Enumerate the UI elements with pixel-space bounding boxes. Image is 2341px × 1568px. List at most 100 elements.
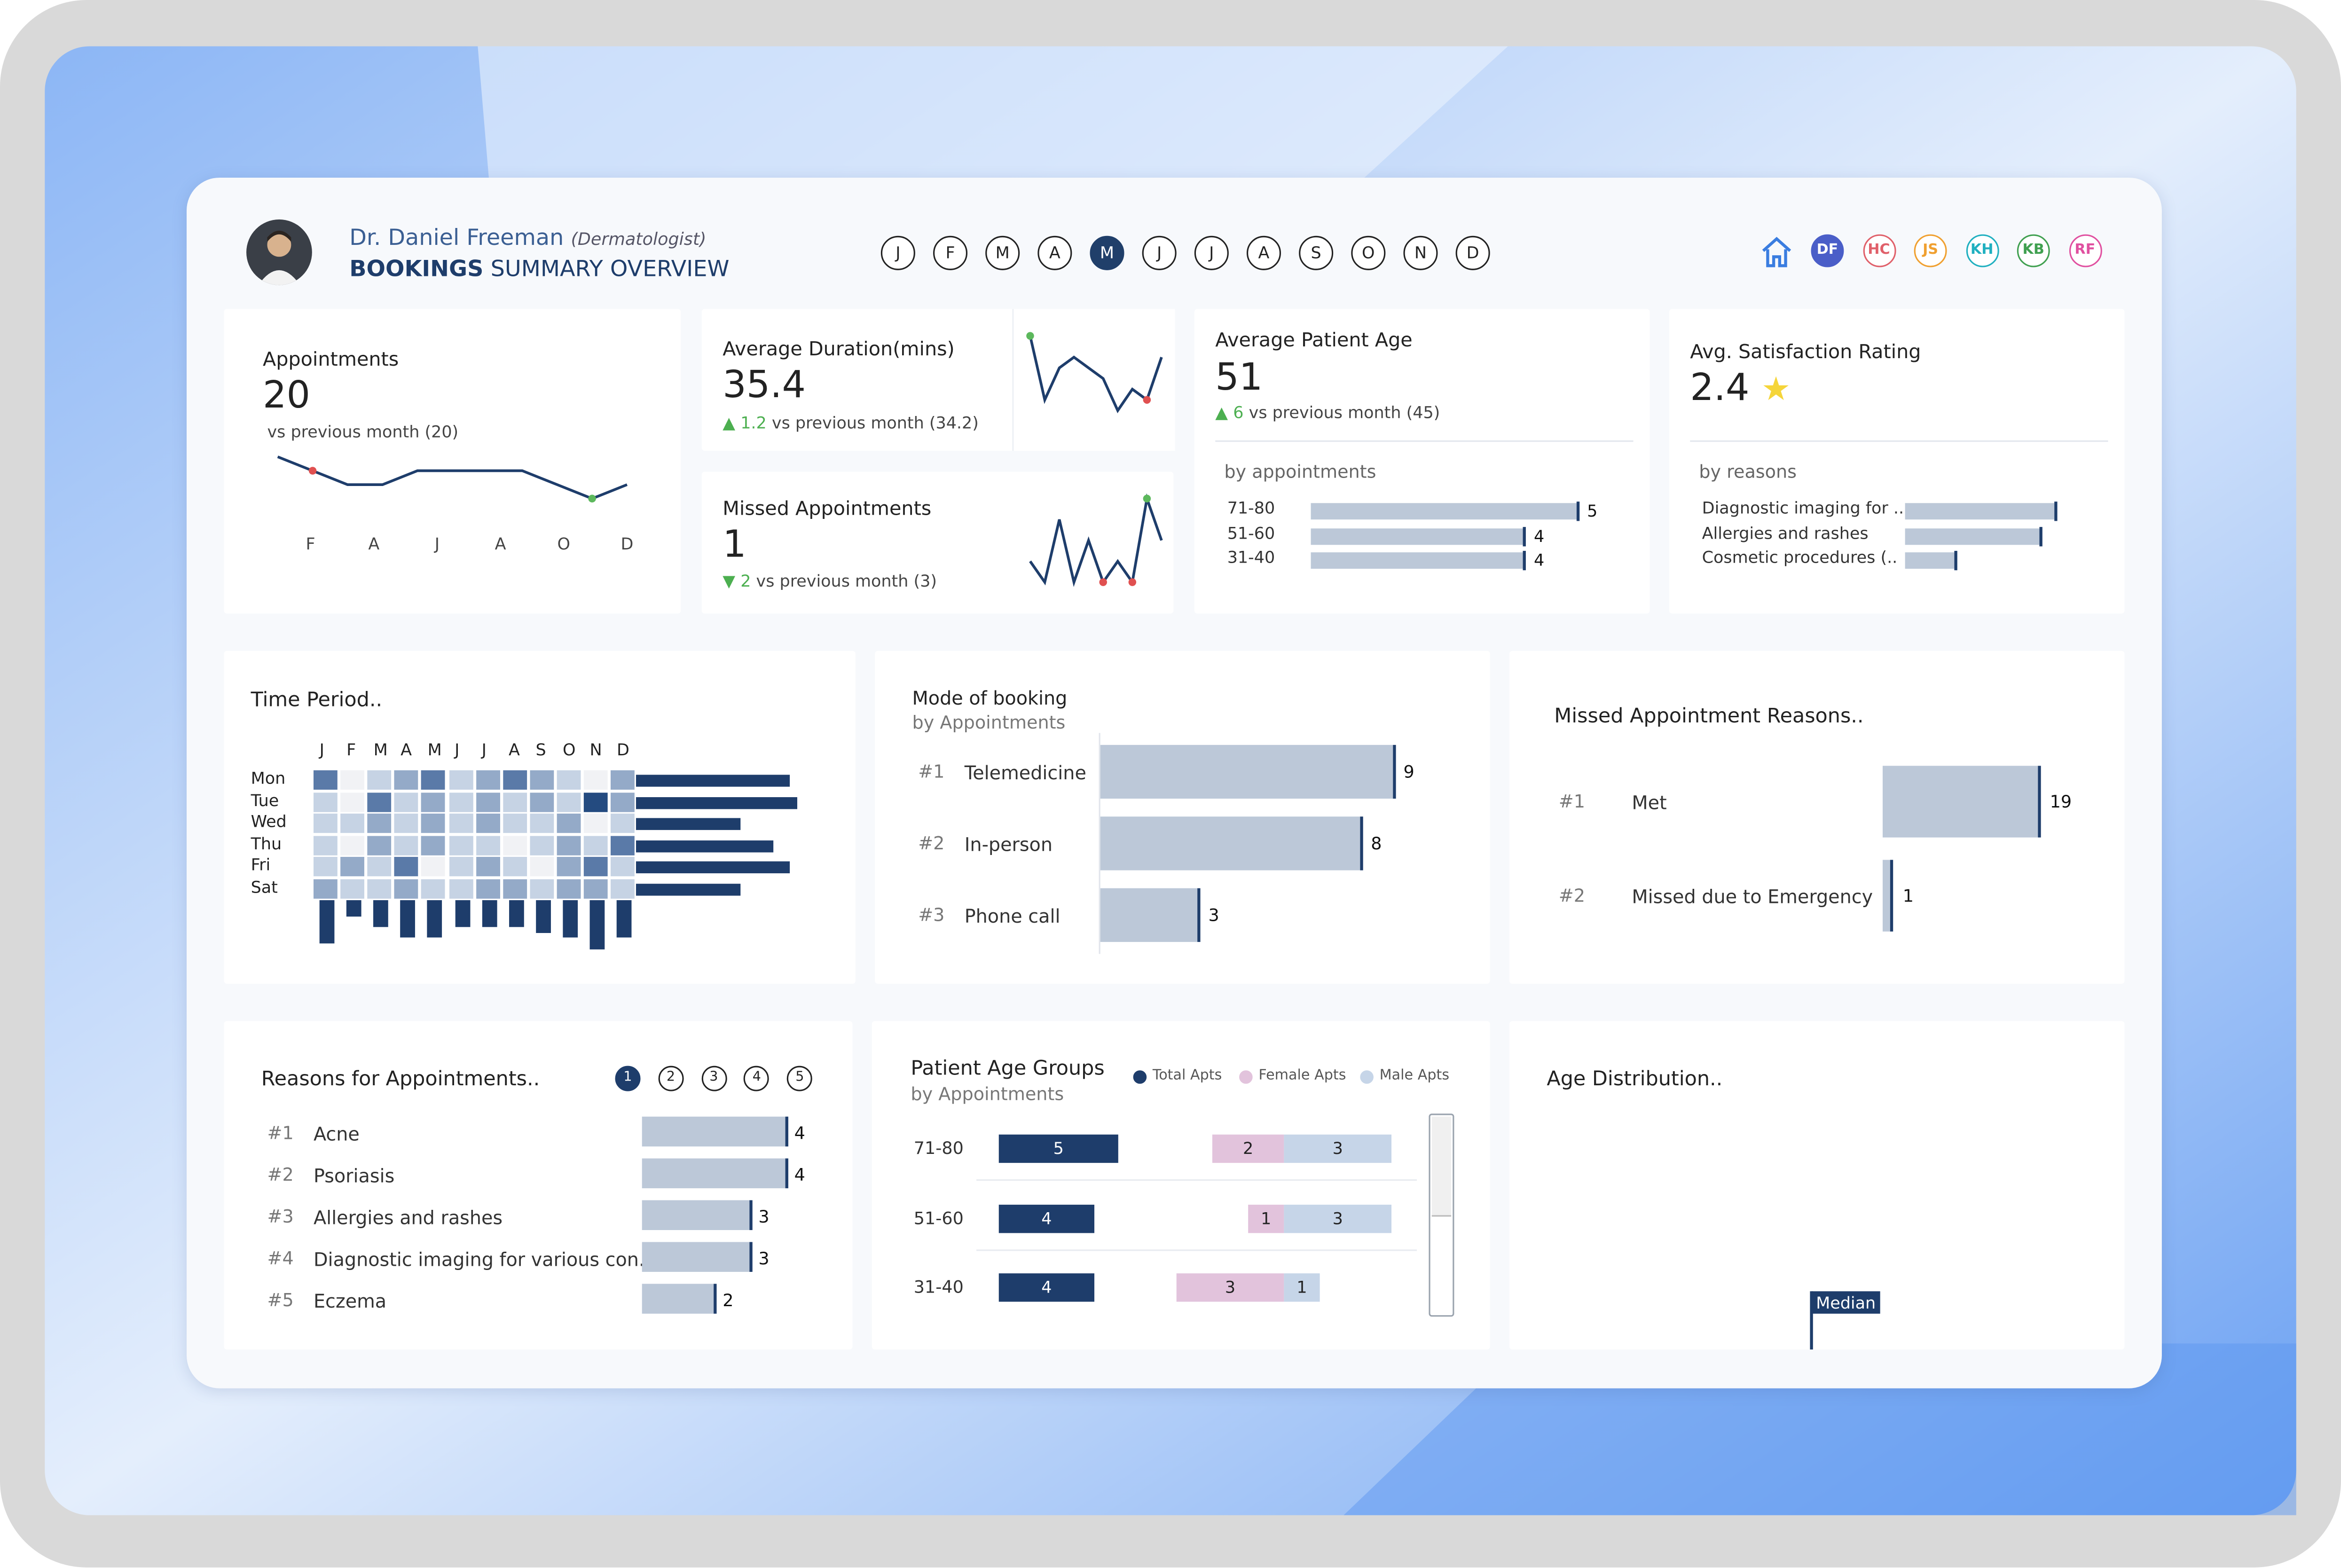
heatmap-cell xyxy=(448,857,473,877)
reasons-page-2[interactable]: 2 xyxy=(658,1066,683,1091)
month-button-7[interactable]: J xyxy=(1194,235,1229,270)
heatmap-cell xyxy=(583,770,608,790)
kpi-duration-label: Average Duration(mins) xyxy=(723,338,955,361)
heatmap-cell xyxy=(475,879,500,899)
reason-bar xyxy=(642,1200,750,1231)
trend-point xyxy=(1143,494,1151,503)
reasons-page-3[interactable]: 3 xyxy=(701,1066,727,1091)
heatmap-cell xyxy=(557,835,581,855)
reason-label: Diagnostic imaging for various con.. xyxy=(313,1248,651,1270)
scrollbar[interactable] xyxy=(1429,1113,1454,1317)
age-group-label: 31-40 xyxy=(1227,548,1275,567)
month-button-6[interactable]: J xyxy=(1142,235,1177,270)
reason-rank: #3 xyxy=(267,1206,294,1227)
heatmap-day-label: Tue xyxy=(251,791,279,810)
heatmap-cell xyxy=(394,835,419,855)
reason-bar xyxy=(642,1116,786,1147)
heatmap-cell xyxy=(340,857,365,877)
reason-bar-cap xyxy=(749,1200,753,1231)
month-button-12[interactable]: D xyxy=(1455,235,1490,270)
month-button-1[interactable]: J xyxy=(880,235,915,270)
mode-value: 3 xyxy=(1208,904,1219,926)
user-filter-hc[interactable]: HC xyxy=(1862,234,1895,267)
reason-rank: #4 xyxy=(267,1248,294,1269)
kpi-age-comparison: ▲ 6 vs previous month (45) xyxy=(1215,403,1440,423)
heatmap-day-label: Thu xyxy=(251,834,282,854)
month-button-3[interactable]: M xyxy=(985,235,1020,270)
heatmap-cell xyxy=(529,814,554,833)
month-button-11[interactable]: N xyxy=(1403,235,1438,270)
trend-axis-label: J xyxy=(434,535,440,554)
reasons-page-4[interactable]: 4 xyxy=(744,1066,770,1091)
user-filter-df[interactable]: DF xyxy=(1811,234,1844,267)
age-male-bar: 3 xyxy=(1284,1204,1392,1232)
month-button-2[interactable]: F xyxy=(933,235,968,270)
age-group-label: 51-60 xyxy=(913,1207,964,1228)
heatmap-cell xyxy=(313,857,338,877)
legend-dot xyxy=(1360,1070,1374,1084)
heatmap-cell xyxy=(475,857,500,877)
heatmap-cell xyxy=(394,770,419,790)
user-filter-rf[interactable]: RF xyxy=(2068,234,2102,267)
trend-point xyxy=(1099,578,1107,586)
missed-rank: #1 xyxy=(1558,791,1585,812)
kpi-missed-comparison: ▼ 2 vs previous month (3) xyxy=(723,572,937,591)
heatmap-cell xyxy=(529,857,554,877)
trend-axis-label: O xyxy=(558,535,571,554)
heatmap-cell xyxy=(503,835,527,855)
home-icon[interactable] xyxy=(1759,235,1794,270)
mode-title: Mode of booking xyxy=(912,686,1068,709)
heatmap-cell xyxy=(557,857,581,877)
age-total-bar: 5 xyxy=(998,1134,1118,1163)
scrollbar-thumb[interactable] xyxy=(1431,1116,1452,1217)
heatmap-cell xyxy=(340,814,365,833)
month-button-8[interactable]: A xyxy=(1246,235,1281,270)
specialty: (Dermatologist) xyxy=(571,228,707,250)
month-button-9[interactable]: S xyxy=(1299,235,1334,270)
user-filter-js[interactable]: JS xyxy=(1914,234,1947,267)
heatmap-month-total-bar xyxy=(373,899,389,927)
dashboard-panel: Dr. Daniel Freeman (Dermatologist) BOOKI… xyxy=(187,177,2162,1388)
month-button-4[interactable]: A xyxy=(1037,235,1072,270)
user-filter-kb[interactable]: KB xyxy=(2017,234,2050,267)
age-group-value: 4 xyxy=(1534,526,1545,546)
satisfaction-reason-bar xyxy=(1905,527,2040,544)
heatmap-cell xyxy=(367,835,392,855)
age-row-divider xyxy=(976,1248,1417,1250)
heatmap-cell xyxy=(421,857,446,877)
up-arrow-icon: ▲ xyxy=(723,413,736,433)
heatmap-cell xyxy=(340,835,365,855)
user-filter-kh[interactable]: KH xyxy=(1965,234,1999,267)
mode-bar xyxy=(1100,816,1361,870)
reason-rank: #2 xyxy=(267,1164,294,1185)
heatmap-cell xyxy=(313,879,338,899)
reasons-page-1[interactable]: 1 xyxy=(615,1066,641,1091)
trend-axis-label: A xyxy=(368,535,379,554)
mode-rank: #1 xyxy=(918,761,945,783)
star-icon: ★ xyxy=(1761,371,1791,409)
age-total-bar: 4 xyxy=(998,1204,1095,1232)
mode-bars: #1 Telemedicine 9 #2 In-person 8 #3 Phone call 3 xyxy=(875,651,1490,984)
kpi-age-label: Average Patient Age xyxy=(1215,329,1413,353)
missed-reasons-card: Missed Appointment Reasons.. #1 Met 19 #2 Mi… xyxy=(1509,651,2125,984)
heatmap-cell xyxy=(448,770,473,790)
avatar[interactable] xyxy=(246,219,312,285)
mode-label: Telemedicine xyxy=(964,761,1086,784)
heatmap-day-total-bar xyxy=(636,840,773,852)
heatmap-cell xyxy=(313,814,338,833)
heatmap-cell xyxy=(611,879,635,899)
age-female-bar: 1 xyxy=(1248,1204,1284,1232)
kpi-satisfaction-card: Avg. Satisfaction Rating 2.4 ★ by reason… xyxy=(1669,309,2125,614)
heatmap-cell xyxy=(583,835,608,855)
heatmap-cell xyxy=(583,879,608,899)
mode-subtitle: by Appointments xyxy=(912,712,1066,733)
reasons-page-5[interactable]: 5 xyxy=(787,1066,813,1091)
heatmap-cell xyxy=(529,770,554,790)
heatmap-month-total-bar xyxy=(589,899,605,949)
age-female-bar: 3 xyxy=(1176,1273,1284,1302)
age-male-bar: 1 xyxy=(1284,1273,1320,1302)
month-button-10[interactable]: O xyxy=(1351,235,1386,270)
month-button-5[interactable]: M xyxy=(1090,235,1124,270)
age-group-bar xyxy=(1311,552,1524,569)
